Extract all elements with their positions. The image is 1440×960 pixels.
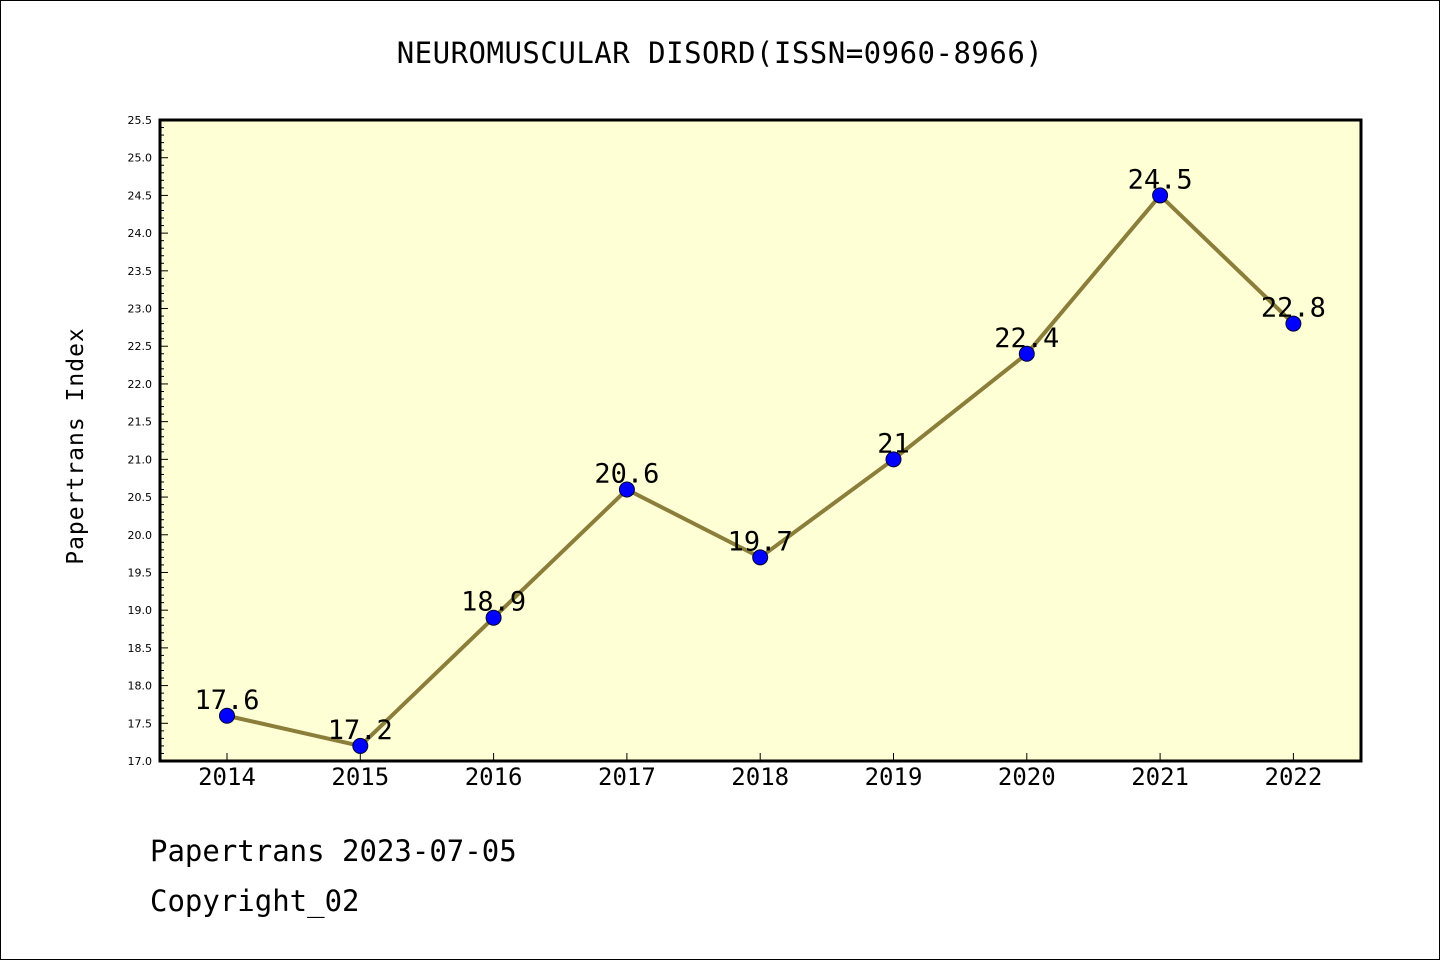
data-label: 18.9 xyxy=(461,587,526,618)
y-tick-label: 19.5 xyxy=(128,566,153,579)
data-label: 24.5 xyxy=(1128,164,1193,195)
data-label: 17.6 xyxy=(194,685,259,716)
y-tick-label: 25.5 xyxy=(128,114,153,127)
data-point xyxy=(219,707,235,724)
x-tick-label: 2020 xyxy=(998,763,1056,791)
x-tick-label: 2017 xyxy=(598,763,656,791)
y-tick-label: 24.0 xyxy=(128,227,153,240)
y-tick-label: 23.5 xyxy=(128,265,153,278)
x-tick-label: 2015 xyxy=(331,763,389,791)
data-label: 19.7 xyxy=(728,526,793,557)
y-tick-label: 24.5 xyxy=(128,189,153,202)
data-label: 17.2 xyxy=(328,715,393,746)
footer-copyright: Copyright_02 xyxy=(150,884,360,918)
y-tick-label: 20.0 xyxy=(128,529,153,542)
footer-date: Papertrans 2023-07-05 xyxy=(150,834,517,868)
y-tick-label: 18.0 xyxy=(128,680,153,693)
x-tick-label: 2019 xyxy=(865,763,923,791)
y-tick-label: 23.0 xyxy=(128,303,153,316)
data-point xyxy=(1018,345,1035,362)
data-label: 20.6 xyxy=(594,459,659,490)
data-label: 21 xyxy=(877,428,910,459)
data-label: 22.4 xyxy=(994,323,1059,354)
data-label: 22.8 xyxy=(1261,293,1326,324)
plot-area xyxy=(160,120,1361,761)
x-tick-label: 2016 xyxy=(465,763,523,791)
y-tick-label: 21.0 xyxy=(128,453,153,466)
y-tick-label: 20.5 xyxy=(128,491,153,504)
data-point xyxy=(885,451,902,468)
data-point xyxy=(618,481,635,498)
x-tick-label: 2022 xyxy=(1265,763,1323,791)
plot-border xyxy=(158,118,1363,763)
y-tick-label: 21.5 xyxy=(128,416,153,429)
x-tick-label: 2021 xyxy=(1131,763,1189,791)
data-point xyxy=(485,609,502,626)
y-tick-label: 22.5 xyxy=(128,340,153,353)
y-tick-label: 18.5 xyxy=(128,642,153,655)
data-point xyxy=(1152,187,1169,204)
data-point xyxy=(752,549,769,566)
y-tick-label: 17.5 xyxy=(128,717,153,730)
data-point xyxy=(352,737,369,754)
data-point xyxy=(1285,315,1302,332)
x-tick-label: 2018 xyxy=(731,763,789,791)
y-tick-label: 17.0 xyxy=(128,755,153,768)
y-tick-label: 22.0 xyxy=(128,378,153,391)
y-tick-label: 19.0 xyxy=(128,604,153,617)
y-tick-label: 25.0 xyxy=(128,152,153,165)
chart-title: NEUROMUSCULAR DISORD(ISSN=0960-8966) xyxy=(396,36,1044,70)
x-tick-label: 2014 xyxy=(198,763,256,791)
